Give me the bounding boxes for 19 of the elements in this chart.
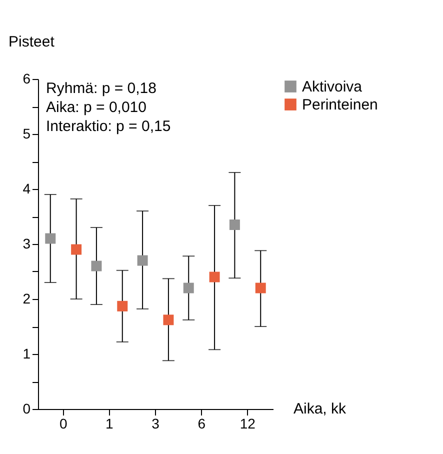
- y-tick-label: 4: [22, 180, 31, 196]
- y-tick-label: 6: [22, 70, 31, 86]
- y-tick-label: 2: [22, 290, 31, 306]
- y-tick-label: 1: [22, 346, 31, 362]
- x-tick-label: 3: [152, 416, 160, 432]
- y-tick-label: 5: [22, 126, 31, 142]
- y-tick-label: 0: [22, 400, 31, 416]
- legend-label: Aktivoiva: [302, 78, 363, 96]
- y-axis-title: Pisteet: [8, 34, 56, 50]
- annotation: Aika: p = 0,010: [46, 99, 146, 116]
- x-tick-label: 0: [59, 416, 68, 432]
- annotation: Ryhmä: p = 0,18: [46, 80, 156, 97]
- x-tick-label: 1: [106, 416, 114, 432]
- annotation: Interaktio: p = 0,15: [46, 118, 171, 135]
- y-tick-label: 3: [22, 236, 31, 252]
- legend-label: Perinteinen: [302, 96, 378, 114]
- x-tick-label: 6: [198, 416, 206, 432]
- x-axis-title: Aika, kk: [294, 400, 347, 418]
- x-tick-label: 12: [240, 416, 256, 432]
